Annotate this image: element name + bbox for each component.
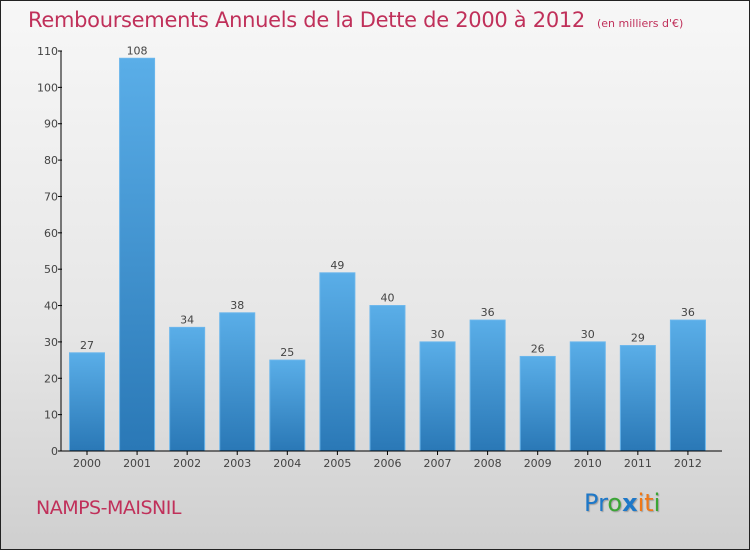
- x-tick-label-2009: 2009: [524, 457, 552, 470]
- data-label-2011: 29: [631, 332, 645, 345]
- y-tick-label-90: 90: [44, 118, 58, 131]
- x-tick-label-2008: 2008: [474, 457, 502, 470]
- chart-title: Remboursements Annuels de la Dette de 20…: [28, 8, 683, 32]
- bar-2012: [669, 319, 706, 452]
- x-tick-label-2012: 2012: [674, 457, 702, 470]
- bar-2006: [369, 305, 406, 452]
- bar-2004: [269, 359, 306, 452]
- bar-2008: [469, 319, 506, 452]
- bar-2005: [319, 272, 356, 452]
- y-tick-label-0: 0: [51, 445, 58, 458]
- data-label-2003: 38: [230, 299, 244, 312]
- data-label-2004: 25: [280, 346, 294, 359]
- x-tick-label-2002: 2002: [173, 457, 201, 470]
- x-tick-label-2004: 2004: [273, 457, 301, 470]
- bar-2010: [569, 341, 606, 452]
- logo-letter: P: [584, 489, 599, 517]
- commune-name: NAMPS-MAISNIL: [36, 497, 181, 519]
- x-tick-label-2010: 2010: [574, 457, 602, 470]
- bar-2003: [219, 312, 256, 452]
- data-label-2001: 108: [127, 44, 148, 57]
- bar-2002: [169, 326, 206, 452]
- bar-2001: [119, 57, 156, 452]
- y-tick-label-80: 80: [44, 154, 58, 167]
- data-label-2006: 40: [380, 292, 394, 305]
- logo-letter: t: [644, 489, 654, 517]
- x-tick-label-2007: 2007: [424, 457, 452, 470]
- logo-letter: x: [622, 489, 638, 517]
- data-label-2005: 49: [330, 259, 344, 272]
- bars-group: 27 108 34 38 25 49 40 30 36 26 30 29 36: [69, 44, 706, 452]
- y-tick-label-60: 60: [44, 227, 58, 240]
- x-tick-label-2000: 2000: [73, 457, 101, 470]
- data-label-2000: 27: [80, 339, 94, 352]
- data-label-2009: 26: [531, 342, 545, 355]
- data-label-2010: 30: [581, 328, 595, 341]
- bar-2007: [419, 341, 456, 452]
- x-tick-label-2011: 2011: [624, 457, 652, 470]
- logo-letter: i: [653, 489, 661, 517]
- x-tick-label-2003: 2003: [223, 457, 251, 470]
- y-tick-label-10: 10: [44, 409, 58, 422]
- logo-letter: r: [598, 489, 608, 517]
- y-tick-label-110: 110: [37, 45, 58, 58]
- y-tick-label-70: 70: [44, 190, 58, 203]
- bar-2009: [519, 355, 556, 452]
- x-tick-label-2005: 2005: [323, 457, 351, 470]
- x-tick-label-2006: 2006: [373, 457, 401, 470]
- axes-group: 2000 2001 2002 2003 2004 2005 2006 2007 2008 2009…: [37, 45, 722, 470]
- logo-letter: i: [637, 489, 645, 517]
- y-tick-label-50: 50: [44, 263, 58, 276]
- data-label-2012: 36: [681, 306, 695, 319]
- title-text: Remboursements Annuels de la Dette de 20…: [28, 8, 585, 32]
- y-tick-label-30: 30: [44, 336, 58, 349]
- bar-2011: [619, 345, 656, 452]
- y-tick-label-40: 40: [44, 300, 58, 313]
- title-unit: (en milliers d'€): [597, 17, 684, 30]
- y-tick-label-20: 20: [44, 372, 58, 385]
- y-tick-label-100: 100: [37, 81, 58, 94]
- logo-letter: o: [607, 489, 623, 517]
- data-label-2002: 34: [180, 313, 194, 326]
- x-tick-label-2001: 2001: [123, 457, 151, 470]
- data-label-2007: 30: [431, 328, 445, 341]
- bar-2000: [69, 352, 105, 452]
- proxiti-logo[interactable]: Proxiti: [584, 489, 660, 517]
- data-label-2008: 36: [481, 306, 495, 319]
